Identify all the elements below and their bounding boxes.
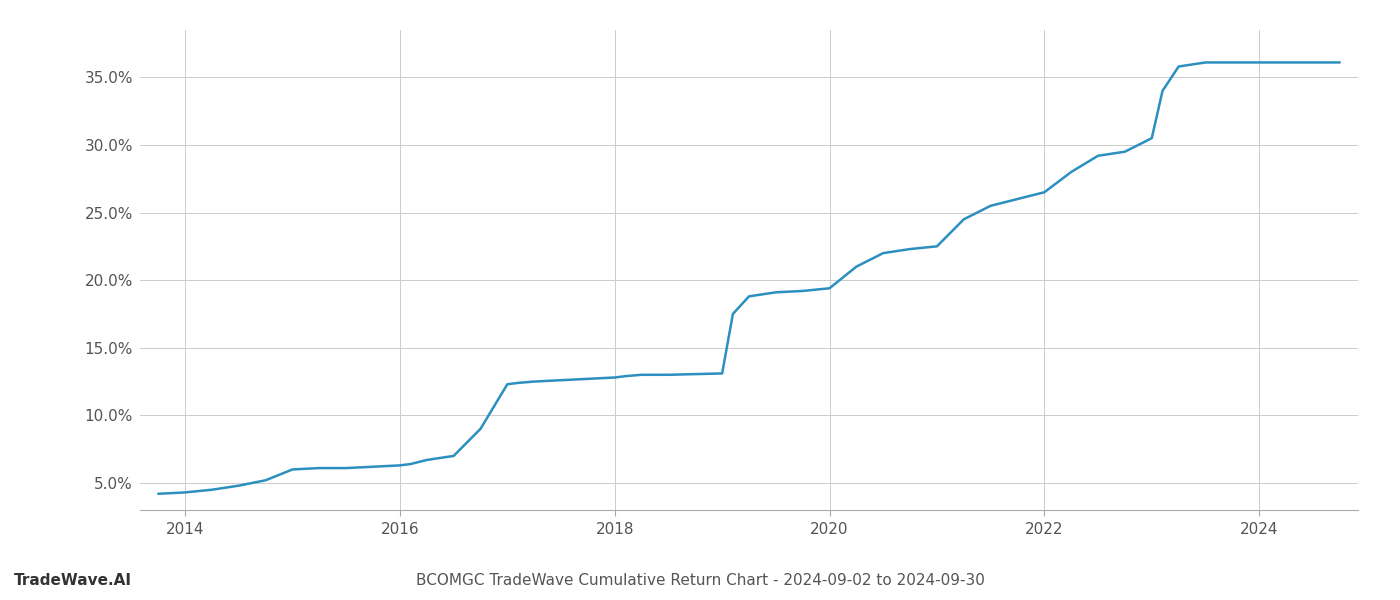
Text: BCOMGC TradeWave Cumulative Return Chart - 2024-09-02 to 2024-09-30: BCOMGC TradeWave Cumulative Return Chart… (416, 573, 984, 588)
Text: TradeWave.AI: TradeWave.AI (14, 573, 132, 588)
